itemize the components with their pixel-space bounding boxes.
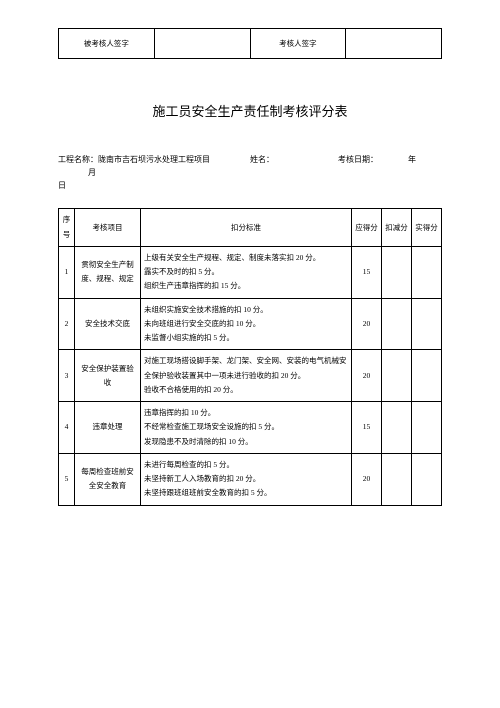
assessment-table: 序号 考核项目 扣分标准 应得分 扣减分 实得分 1贯彻安全生产制度、规程、规定… [58, 208, 442, 505]
cell-item: 安全保护装置验收 [75, 350, 141, 402]
page: 被考核人签字 考核人签字 施工员安全生产责任制考核评分表 工程名称：陇南市吉石坝… [0, 0, 500, 708]
cell-actual[interactable] [412, 298, 442, 350]
cell-minus[interactable] [382, 453, 412, 505]
header-deserve: 应得分 [352, 209, 382, 247]
cell-idx: 3 [59, 350, 75, 402]
header-idx: 序号 [59, 209, 75, 247]
project-label: 工程名称： [58, 155, 98, 164]
cell-minus[interactable] [382, 402, 412, 454]
cell-minus[interactable] [382, 298, 412, 350]
signature-table: 被考核人签字 考核人签字 [58, 28, 442, 59]
table-header-row: 序号 考核项目 扣分标准 应得分 扣减分 实得分 [59, 209, 442, 247]
table-row: 2安全技术交底未组织实施安全技术措施的扣 10 分。未向班组进行安全交底的扣 1… [59, 298, 442, 350]
cell-actual[interactable] [412, 246, 442, 298]
cell-minus[interactable] [382, 246, 412, 298]
day-unit: 日 [58, 181, 66, 190]
cell-minus[interactable] [382, 350, 412, 402]
cell-criteria: 未进行每周检查的扣 5 分。未坚持新工人入场教育的扣 20 分。未坚持跟班组班前… [141, 453, 352, 505]
cell-criteria: 上级有关安全生产规程、规定、制度未落实扣 20 分。露实不及时的扣 5 分。组织… [141, 246, 352, 298]
cell-idx: 2 [59, 298, 75, 350]
examinee-sign-cell[interactable] [154, 29, 250, 59]
project-name: 陇南市吉石坝污水处理工程项目 [98, 154, 248, 167]
cell-criteria: 对施工现场搭设脚手架、龙门架、安全网、安装的电气机械安全保护验收装置其中一项未进… [141, 350, 352, 402]
cell-item: 贯彻安全生产制度、规程、规定 [75, 246, 141, 298]
meta-line: 工程名称：陇南市吉石坝污水处理工程项目 姓名： 考核日期： 年月 日 [58, 154, 442, 192]
examinee-sign-label: 被考核人签字 [59, 29, 155, 59]
page-title: 施工员安全生产责任制考核评分表 [58, 101, 442, 120]
cell-item: 安全技术交底 [75, 298, 141, 350]
header-criteria: 扣分标准 [141, 209, 352, 247]
cell-idx: 4 [59, 402, 75, 454]
cell-item: 违章处理 [75, 402, 141, 454]
table-row: 4违章处理违章指挥的扣 10 分。不经常检查施工现场安全设施的扣 5 分。发现隐… [59, 402, 442, 454]
cell-actual[interactable] [412, 402, 442, 454]
month-unit: 月 [88, 168, 96, 177]
table-row: 1贯彻安全生产制度、规程、规定上级有关安全生产规程、规定、制度未落实扣 20 分… [59, 246, 442, 298]
cell-deserve: 15 [352, 246, 382, 298]
table-row: 5每周检查班前安全安全教育未进行每周检查的扣 5 分。未坚持新工人入场教育的扣 … [59, 453, 442, 505]
header-item: 考核项目 [75, 209, 141, 247]
cell-criteria: 未组织实施安全技术措施的扣 10 分。未向班组进行安全交底的扣 10 分。未监督… [141, 298, 352, 350]
cell-criteria: 违章指挥的扣 10 分。不经常检查施工现场安全设施的扣 5 分。发现隐患不及时清… [141, 402, 352, 454]
cell-deserve: 15 [352, 402, 382, 454]
cell-deserve: 20 [352, 350, 382, 402]
cell-deserve: 20 [352, 298, 382, 350]
header-actual: 实得分 [412, 209, 442, 247]
header-minus: 扣减分 [382, 209, 412, 247]
date-label: 考核日期： [338, 155, 378, 164]
cell-deserve: 20 [352, 453, 382, 505]
name-label: 姓名： [250, 155, 274, 164]
year-unit: 年 [408, 155, 416, 164]
examiner-sign-label: 考核人签字 [250, 29, 346, 59]
cell-idx: 5 [59, 453, 75, 505]
examiner-sign-cell[interactable] [346, 29, 442, 59]
cell-idx: 1 [59, 246, 75, 298]
table-row: 3安全保护装置验收对施工现场搭设脚手架、龙门架、安全网、安装的电气机械安全保护验… [59, 350, 442, 402]
cell-actual[interactable] [412, 453, 442, 505]
cell-item: 每周检查班前安全安全教育 [75, 453, 141, 505]
cell-actual[interactable] [412, 350, 442, 402]
